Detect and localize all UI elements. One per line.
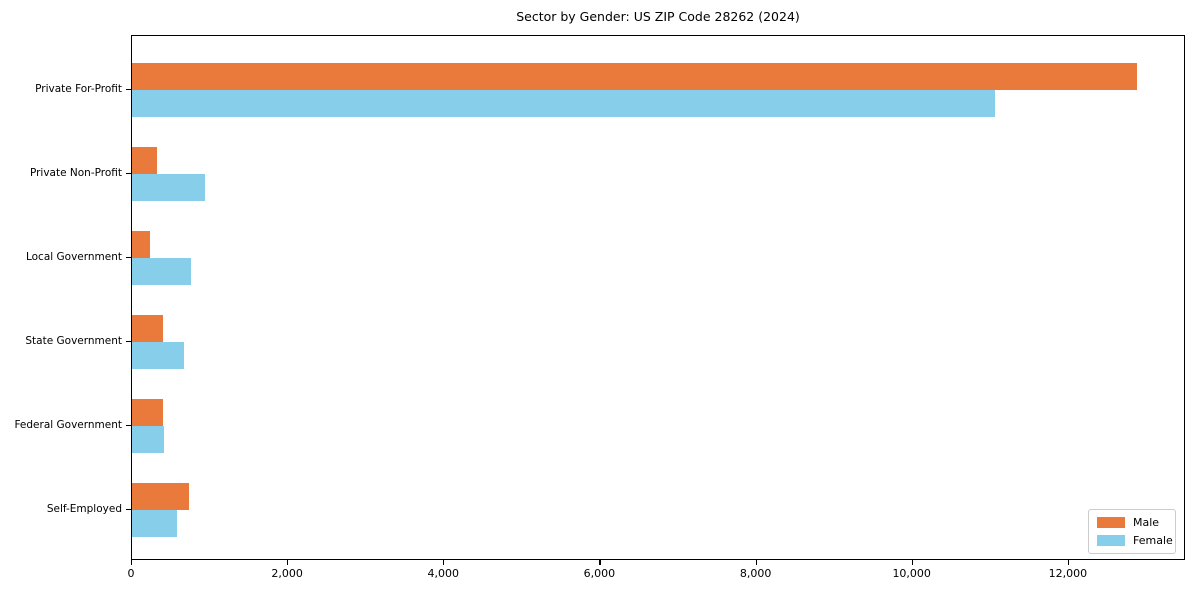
bar-female-5: [132, 510, 178, 537]
bar-male-1: [132, 147, 157, 174]
bar-male-0: [132, 63, 1137, 90]
bar-female-4: [132, 426, 164, 453]
y-category-label: Self-Employed: [46, 503, 122, 515]
legend-item-male: Male: [1097, 516, 1167, 529]
y-tick-mark: [126, 509, 131, 511]
bar-female-3: [132, 342, 185, 369]
bar-female-0: [132, 90, 995, 117]
y-category-label: Private For-Profit: [35, 83, 122, 95]
x-tick-label: 2,000: [271, 567, 303, 580]
legend-swatch-male: [1097, 517, 1125, 528]
x-tick-mark: [755, 560, 757, 565]
x-tick-mark: [443, 560, 445, 565]
x-tick-label: 0: [127, 567, 135, 580]
y-tick-mark: [126, 173, 131, 175]
x-tick-mark: [599, 560, 601, 565]
x-tick-label: 6,000: [583, 567, 616, 580]
x-tick-mark: [1067, 560, 1070, 565]
x-tick-label: 12,000: [1048, 567, 1088, 580]
y-tick-mark: [126, 425, 131, 427]
bar-male-2: [132, 231, 150, 258]
x-tick-label: 8,000: [739, 567, 772, 580]
x-tick-label: 10,000: [892, 567, 931, 580]
bar-male-4: [132, 399, 164, 426]
y-category-label: Local Government: [25, 251, 122, 263]
legend-swatch-female: [1097, 535, 1125, 546]
y-category-label: Federal Government: [14, 419, 122, 431]
y-category-label: Private Non-Profit: [29, 167, 122, 179]
plot-area: Male Female: [131, 35, 1185, 560]
bar-male-3: [132, 315, 164, 342]
x-tick-mark: [287, 560, 289, 565]
bar-male-5: [132, 483, 189, 510]
x-tick-label: 4,000: [427, 567, 460, 580]
y-tick-mark: [126, 341, 131, 343]
legend: Male Female: [1088, 509, 1176, 554]
x-tick-mark: [911, 560, 913, 565]
legend-label-male: Male: [1133, 516, 1160, 529]
y-category-label: State Government: [25, 335, 122, 347]
y-tick-mark: [126, 257, 131, 259]
bar-female-1: [132, 174, 206, 201]
x-tick-mark: [131, 560, 133, 565]
bar-female-2: [132, 258, 191, 285]
legend-item-female: Female: [1097, 534, 1173, 547]
y-tick-mark: [126, 89, 131, 91]
legend-label-female: Female: [1133, 534, 1173, 547]
chart-title: Sector by Gender: US ZIP Code 28262 (202…: [516, 9, 800, 24]
